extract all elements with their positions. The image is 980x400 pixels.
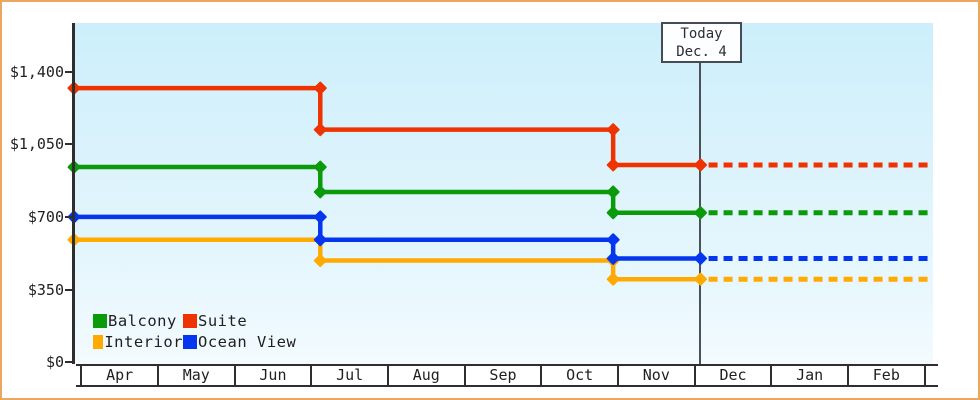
month-cell-jun: Jun xyxy=(233,366,311,385)
legend-item-suite: Suite xyxy=(183,312,296,330)
today-date: Dec. 4 xyxy=(676,43,727,60)
month-cell-oct: Oct xyxy=(540,366,617,385)
y-axis-label: $350 xyxy=(27,280,64,299)
legend-label: Interior xyxy=(104,333,183,351)
x-axis-month-strip: Apr May Jun Jul Aug Sep Oct Nov Dec Jan Feb xyxy=(76,364,938,387)
month-cell-jul: Jul xyxy=(310,366,387,385)
legend-item-balcony: Balcony xyxy=(93,312,183,330)
y-axis-label: $1,050 xyxy=(9,135,64,154)
y-axis-tick xyxy=(65,70,73,73)
y-axis-tick xyxy=(65,143,73,146)
y-axis xyxy=(72,23,75,364)
legend-item-ocean-view: Ocean View xyxy=(183,333,297,351)
month-cell-apr: Apr xyxy=(80,366,157,385)
month-cell-may: May xyxy=(156,366,234,385)
month-cell-aug: Aug xyxy=(386,366,464,385)
interior-swatch-icon xyxy=(93,335,104,349)
month-cell-feb: Feb xyxy=(847,366,924,385)
y-axis-tick xyxy=(65,361,73,364)
suite-swatch-icon xyxy=(183,314,197,328)
y-axis-label: $700 xyxy=(27,207,64,226)
y-axis-tick xyxy=(65,288,73,291)
y-axis-label: $1,400 xyxy=(9,62,64,81)
month-cell-sep: Sep xyxy=(463,366,541,385)
today-label: Today xyxy=(680,25,723,42)
legend-label: Balcony xyxy=(108,312,177,330)
legend: Balcony Suite Interior Ocean View xyxy=(93,312,297,351)
y-axis-label: $0 xyxy=(45,353,64,372)
month-cell-nov: Nov xyxy=(616,366,694,385)
legend-item-interior: Interior xyxy=(93,333,183,351)
month-cell-jan: Jan xyxy=(770,366,847,385)
y-axis-tick xyxy=(65,215,73,218)
today-callout-box: Today Dec. 4 xyxy=(661,22,742,63)
legend-label: Suite xyxy=(198,312,248,330)
today-marker-line xyxy=(699,62,701,364)
legend-label: Ocean View xyxy=(198,333,297,351)
month-cell-dec: Dec xyxy=(693,366,771,385)
balcony-swatch-icon xyxy=(93,314,107,328)
ocean-view-swatch-icon xyxy=(183,335,197,349)
month-strip-end-border xyxy=(923,366,926,385)
